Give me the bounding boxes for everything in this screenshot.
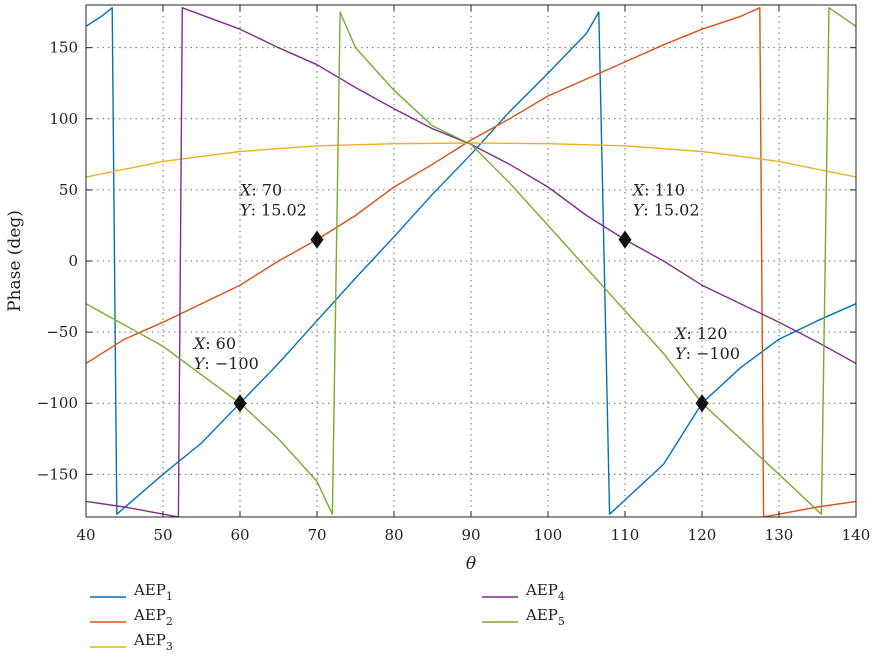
datatip-label: X: 110 [631,181,685,200]
series-layer [86,7,856,517]
datatip-label: Y: −100 [675,344,740,363]
legend-label-aep3: AEP3 [133,631,173,653]
datatip-label: X: 60 [192,334,236,353]
datatip-label: Y: 15.02 [240,201,307,220]
legend-label-aep5: AEP5 [525,606,565,628]
legend: AEP1 AEP2 AEP3 AEP4 AEP5 [90,581,565,653]
x-tick-label: 120 [688,526,717,544]
y-tick-label: 150 [49,39,78,57]
grid [86,5,856,517]
x-tick-label: 70 [307,526,326,544]
x-tick-label: 60 [230,526,249,544]
datatip-marker [695,394,709,413]
x-tick-label: 40 [76,526,95,544]
legend-label-aep2: AEP2 [133,606,173,628]
x-tick-label: 100 [534,526,563,544]
series-line-aep5 [86,7,856,515]
y-tick-label: 50 [59,181,78,199]
y-tick-label: 100 [49,110,78,128]
datatip-label: Y: −100 [194,354,259,373]
series-line-aep1 [86,7,856,515]
y-tick-label: −100 [37,394,78,412]
x-tick-label: 110 [611,526,640,544]
axis-ticks: 40 50 60 70 80 90 100 110 120 130 140 −150 −100 −50 0 5… [37,5,871,544]
y-tick-label: −150 [37,465,78,483]
legend-label-aep4: AEP4 [525,581,565,603]
x-tick-label: 50 [153,526,172,544]
x-axis-title: θ [466,554,476,574]
datatip-marker [618,230,632,249]
datatip-label: X: 120 [673,324,727,343]
datatip-label: X: 70 [238,181,282,200]
y-tick-label: −50 [46,323,78,341]
datatip-marker [233,394,247,413]
y-axis-title: Phase (deg) [5,210,25,312]
legend-label-aep1: AEP1 [133,581,173,603]
series-line-aep2 [86,7,856,517]
x-tick-label: 140 [842,526,871,544]
datatip-marker [310,230,324,249]
x-tick-label: 80 [384,526,403,544]
x-tick-label: 90 [461,526,480,544]
datatip-label: Y: 15.02 [633,201,700,220]
x-tick-label: 130 [765,526,794,544]
y-tick-label: 0 [68,252,78,270]
series-line-aep3 [86,142,856,178]
